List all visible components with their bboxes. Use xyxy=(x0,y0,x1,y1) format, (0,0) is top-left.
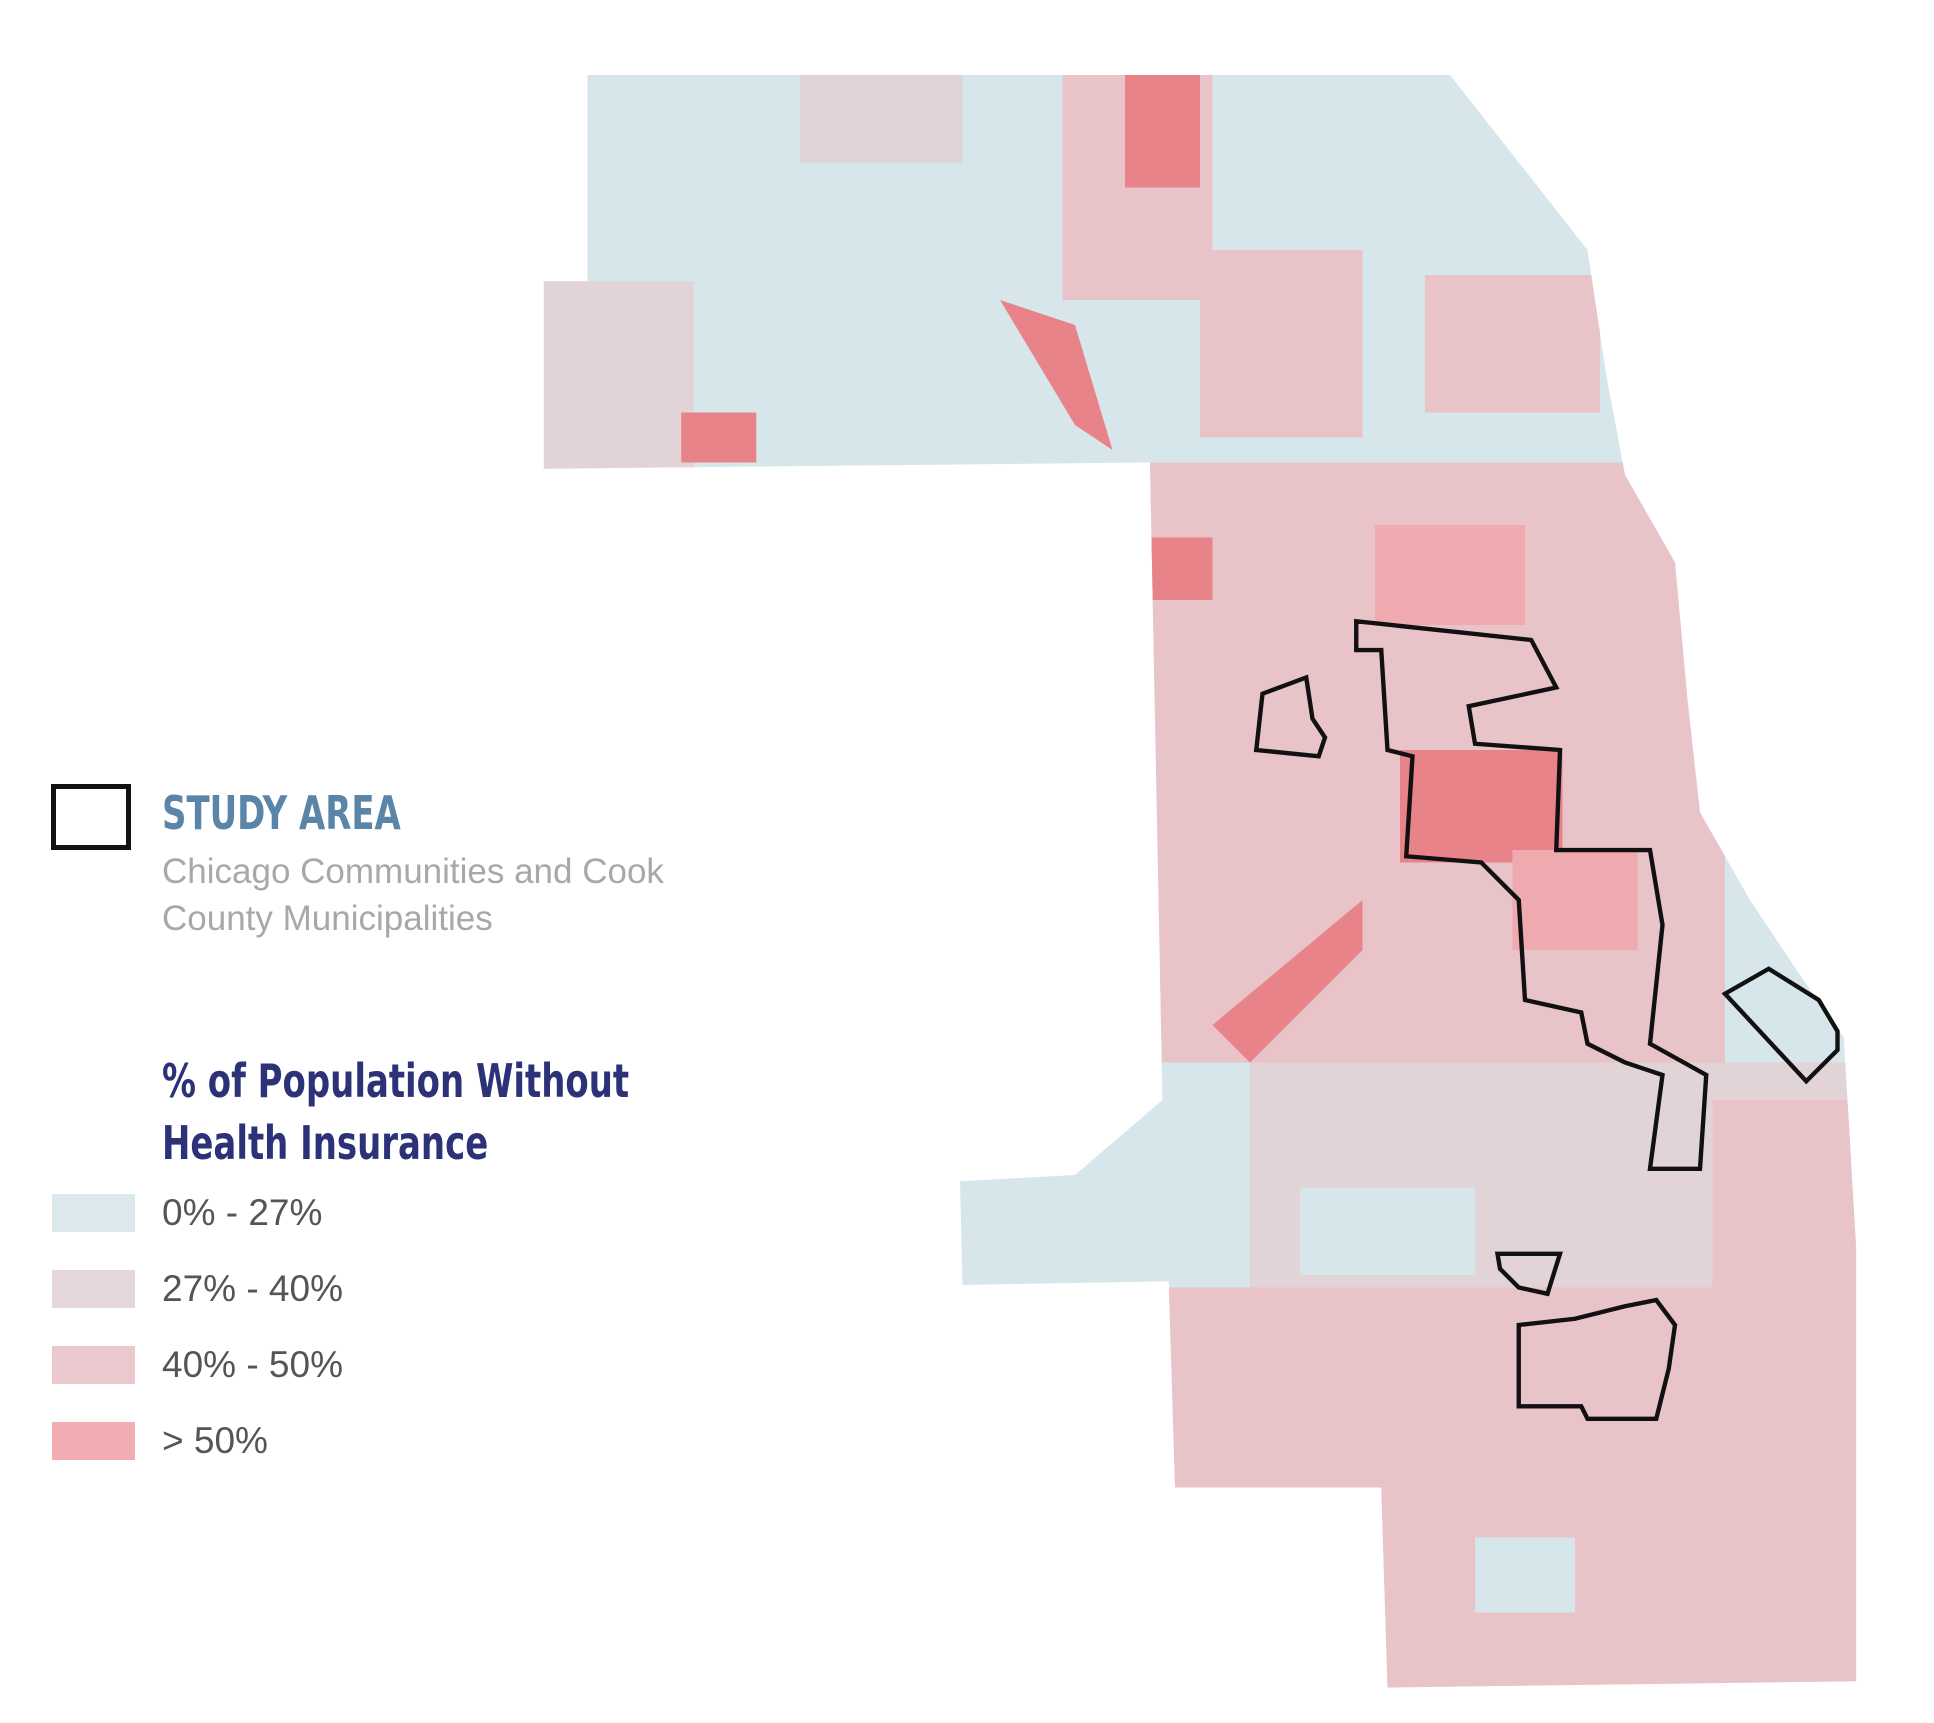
study-area-key xyxy=(51,784,131,850)
legend-swatch xyxy=(52,1422,135,1460)
legend-title: % of Population Without Health Insurance xyxy=(162,1054,630,1170)
legend-label: 0% - 27% xyxy=(162,1192,323,1233)
legend-label: > 50% xyxy=(162,1420,268,1461)
tracts xyxy=(543,75,1857,1688)
study-area-title: STUDY AREA xyxy=(162,786,401,840)
study-area-note: Chicago Communities and Cook County Muni… xyxy=(162,852,664,938)
legend-label: 27% - 40% xyxy=(162,1268,343,1309)
legend-swatch xyxy=(52,1194,135,1232)
legend-swatch xyxy=(52,1346,135,1384)
legend-label: 40% - 50% xyxy=(162,1344,343,1385)
study-area-outlines xyxy=(1253,618,1840,1421)
legend-swatch xyxy=(52,1270,135,1308)
